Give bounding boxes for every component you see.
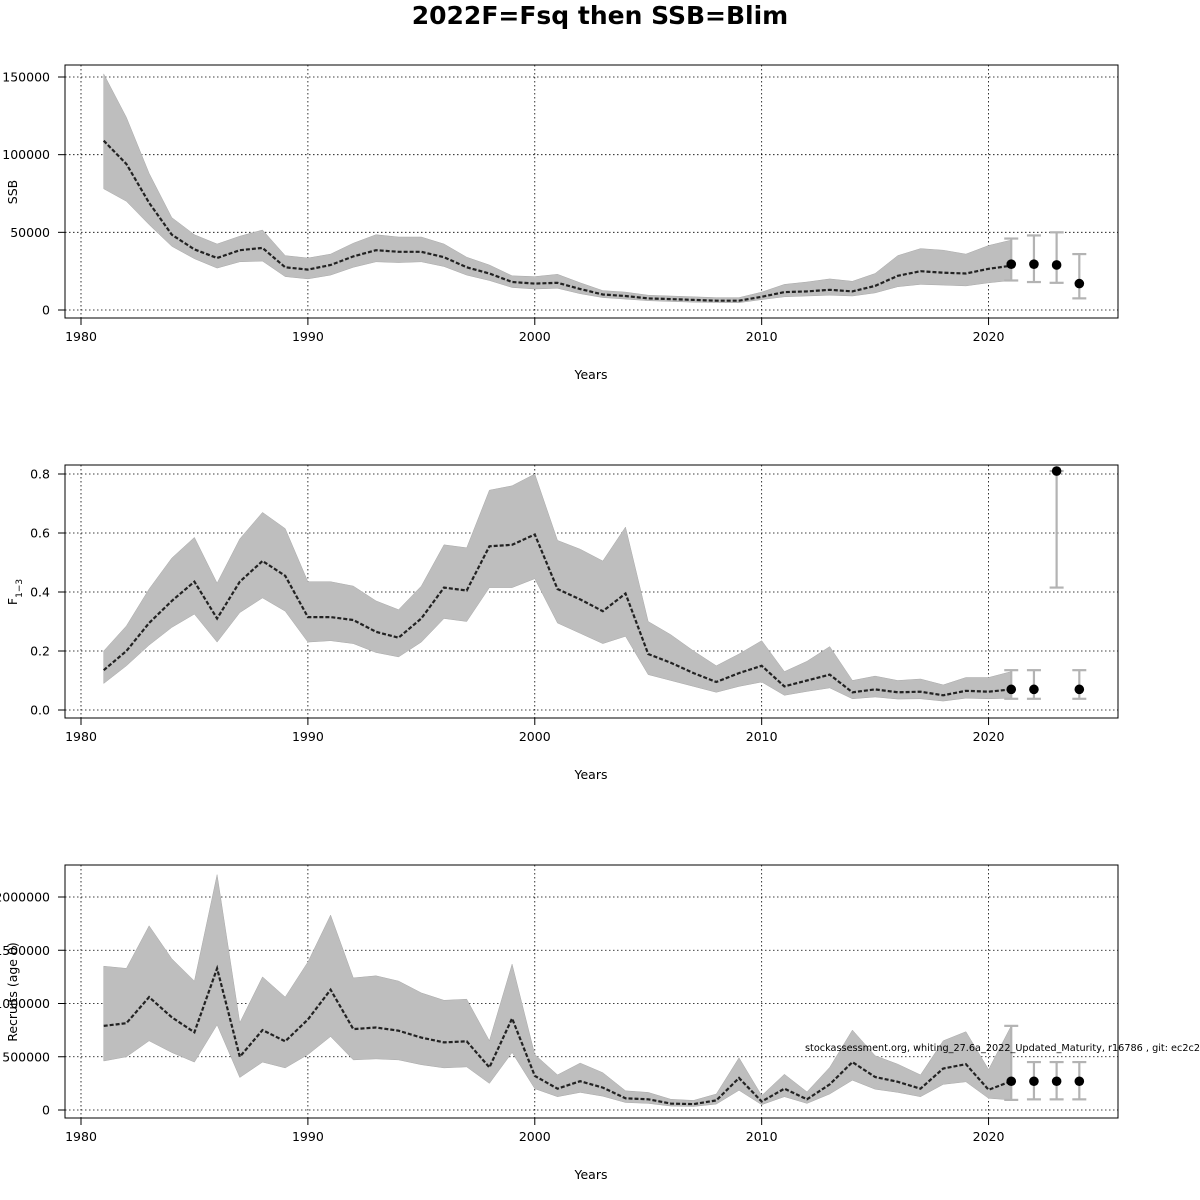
projection-point: [1074, 1076, 1085, 1087]
grid: [65, 465, 1118, 718]
y-tick-label: 0.0: [30, 703, 50, 718]
y-axis-label: F1−3: [5, 579, 25, 605]
plot-frame: [64, 64, 1119, 319]
y-axis: 0 50000 100000 150000 SSB: [2, 70, 65, 318]
projection-point: [1029, 1076, 1039, 1087]
confidence-band: [103, 73, 1012, 303]
y-tick-label: 0: [42, 1103, 50, 1118]
x-tick-label: 1990: [292, 329, 324, 344]
y-axis-label: Recruits (age 0): [5, 942, 20, 1042]
x-tick-label: 2010: [746, 1129, 778, 1144]
x-tick-label: 2010: [746, 729, 778, 744]
panel-3: 1980 1990 2000 2010 2020 Years 0 500000 1000000 1…: [0, 864, 1119, 1182]
x-axis-label: Years: [574, 367, 608, 382]
x-tick-label: 2020: [973, 329, 1005, 344]
projection-point: [1051, 260, 1062, 270]
x-tick-label: 1990: [292, 729, 324, 744]
y-tick-label: 100000: [2, 147, 50, 162]
x-tick-label: 2000: [519, 329, 551, 344]
x-axis-label: Years: [574, 1167, 608, 1182]
estimate-line: [103, 964, 1012, 1106]
y-tick-label: 0: [42, 303, 50, 318]
projection-point: [1006, 684, 1017, 695]
y-tick-label: 0.6: [30, 526, 50, 541]
x-tick-label: 1980: [65, 1129, 97, 1144]
y-tick-label: 50000: [10, 225, 50, 240]
x-tick-label: 1980: [65, 329, 97, 344]
x-tick-label: 2000: [519, 729, 551, 744]
x-axis: 1980 1990 2000 2010 2020 Years: [65, 318, 1005, 382]
projection-point: [1029, 259, 1039, 269]
projection-point: [1051, 466, 1062, 476]
y-tick-label: 0.2: [30, 644, 50, 659]
projection-point: [1051, 1076, 1062, 1087]
y-tick-label: 500000: [2, 1049, 50, 1064]
projection-point: [1074, 684, 1085, 695]
y-axis: 0 500000 1000000 1500000 2000000 Recruits (ag…: [0, 890, 65, 1118]
x-tick-label: 2000: [519, 1129, 551, 1144]
estimate-line: [102, 139, 1012, 302]
y-tick-label: 0.4: [30, 585, 50, 600]
y-axis-label: SSB: [5, 180, 20, 204]
x-tick-label: 2020: [973, 729, 1005, 744]
x-tick-label: 2010: [746, 329, 778, 344]
chart-panels: 1980 1990 2000 2010 2020 Years 0 50000 100000 150…: [0, 64, 1200, 1182]
panel-1: 1980 1990 2000 2010 2020 Years 0 50000 100000 150…: [2, 64, 1119, 382]
panel-2: 1980 1990 2000 2010 2020 Years 0.0 0.2 0.4 0.6 0.8…: [5, 464, 1119, 782]
x-tick-label: 1990: [292, 1129, 324, 1144]
x-tick-label: 2020: [973, 1129, 1005, 1144]
y-tick-label: 1500000: [0, 943, 50, 958]
projection-markers: [1004, 231, 1087, 300]
y-tick-label: 2000000: [0, 890, 50, 905]
y-axis: 0.0 0.2 0.4 0.6 0.8 F1−3: [5, 467, 65, 718]
grid: [65, 65, 1118, 318]
x-tick-label: 1980: [65, 729, 97, 744]
x-axis: 1980 1990 2000 2010 2020 Years: [65, 718, 1005, 782]
y-tick-label: 0.8: [30, 467, 50, 482]
projection-point: [1006, 259, 1017, 269]
y-tick-label: 1000000: [0, 996, 50, 1011]
projection-markers: [1004, 466, 1087, 700]
x-axis: 1980 1990 2000 2010 2020 Years: [65, 1118, 1005, 1182]
confidence-band: [103, 473, 1012, 702]
projection-point: [1006, 1076, 1017, 1087]
projection-point: [1029, 684, 1039, 695]
x-axis-label: Years: [574, 767, 608, 782]
y-axis-label-subscript: 1−3: [15, 579, 25, 598]
plot-frame: [64, 864, 1119, 1119]
y-tick-label: 150000: [2, 70, 50, 85]
estimate-line: [102, 533, 1012, 697]
projection-point: [1074, 278, 1085, 289]
confidence-band: [103, 874, 1012, 1107]
projection-markers: [1004, 1024, 1087, 1101]
footer-text: stockassessment.org, whiting_27.6a_2022_…: [805, 1043, 1200, 1054]
main-title: 2022F=Fsq then SSB=Blim: [412, 1, 789, 30]
